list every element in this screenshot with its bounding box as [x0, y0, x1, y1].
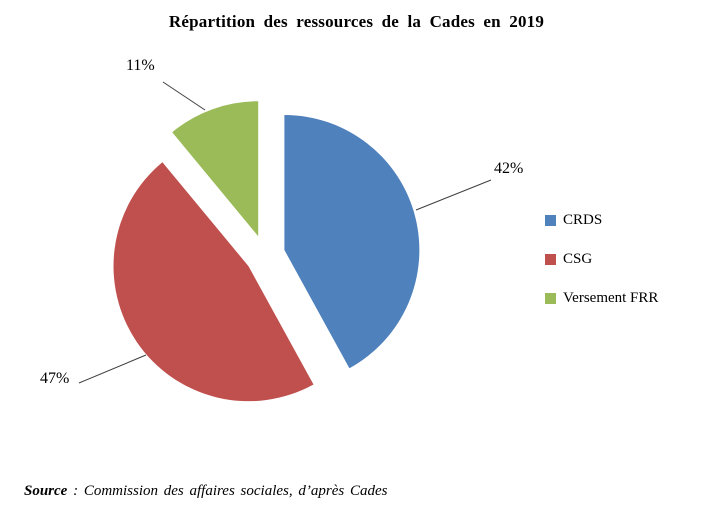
legend-item-csg: CSG [545, 250, 658, 268]
source-note: Source : Commission des affaires sociale… [24, 483, 387, 500]
pie-slice-csg [113, 162, 314, 402]
legend-label: Versement FRR [563, 289, 659, 306]
leader-line-csg [78, 354, 147, 384]
legend-item-versement-frr: Versement FRR [545, 289, 658, 307]
pie-slice-versement-frr [172, 101, 259, 237]
pie-slice-crds [284, 115, 420, 369]
legend-swatch-icon [545, 253, 556, 265]
leader-line-versement-frr [162, 81, 206, 111]
legend-label: CRDS [563, 211, 603, 228]
source-separator: : [67, 483, 84, 499]
legend-swatch-icon [545, 214, 556, 226]
legend-item-crds: CRDS [545, 211, 658, 229]
chart-legend: CRDS CSG Versement FRR [545, 211, 658, 328]
legend-label: CSG [563, 250, 593, 267]
source-text: Commission des affaires sociales, d’aprè… [83, 483, 388, 499]
source-prefix: Source [24, 483, 68, 499]
chart-title: Répartition des ressources de la Cades e… [168, 12, 545, 31]
leader-line-crds [415, 179, 492, 211]
legend-swatch-icon [545, 292, 556, 304]
